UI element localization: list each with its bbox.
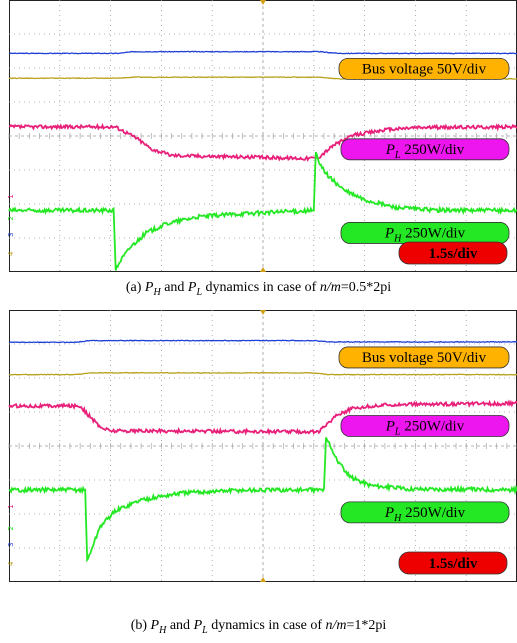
trace-label-3: PH 250W/div [384, 225, 466, 244]
caption-b-mid: and [166, 618, 194, 633]
caption-a-value: =0.5*2pi [340, 280, 392, 295]
channel-marker: 3 [7, 542, 15, 546]
oscilloscope-plot-b-svg: 1 2 3 4 Bus voltage 50V/div PL 250W/div PH 250… [7, 310, 517, 582]
oscilloscope-plot-b: 1 2 3 4 Bus voltage 50V/div PL 250W/div PH 250… [7, 310, 517, 582]
grid [8, 0, 517, 272]
trace-2 [8, 399, 517, 436]
trace-label-box-2 [340, 415, 510, 437]
trace-label-box-0 [338, 346, 510, 369]
channel-marker: 1 [7, 504, 15, 508]
trace-0 [8, 339, 517, 344]
caption-b-prefix: (b) [130, 618, 151, 633]
trace-label-2: PL 250W/div [385, 419, 465, 438]
trace-3 [8, 151, 517, 271]
channel-marker: 2 [7, 216, 15, 220]
channel-marker: 4 [7, 561, 15, 566]
trace-2 [8, 122, 517, 163]
caption-a-p2-sub: L [196, 286, 203, 298]
caption-b-p1: P [150, 618, 160, 633]
caption-a-p1: P [144, 280, 154, 295]
caption-b-p2-sub: L [202, 624, 208, 636]
channel-marker: 1 [7, 194, 15, 198]
trace-label-3: PH 250W/div [384, 505, 466, 524]
oscilloscope-plot-a: 1 2 3 4 Bus voltage 50V/div PL 250W/div PH 250… [7, 0, 517, 272]
channel-marker: 4 [7, 251, 15, 256]
channel-marker: 3 [7, 232, 15, 236]
time-per-div-badge [398, 551, 508, 575]
trace-label-0: Bus voltage 50V/div [362, 350, 487, 366]
caption-a-p1-sub: H [153, 286, 161, 298]
time-per-div-label: 1.5s/div [429, 556, 478, 572]
caption-b-var: n/m [325, 618, 347, 633]
time-per-div-badge [398, 241, 508, 265]
trigger-marker-top [260, 310, 266, 315]
caption-b: (b) PH and PL dynamics in case of n/m=1*… [0, 618, 517, 636]
trigger-marker-bottom [260, 577, 266, 582]
caption-a-var: n/m [319, 280, 341, 295]
trace-0 [8, 50, 517, 55]
trace-3 [8, 437, 517, 563]
caption-b-p2: P [193, 618, 203, 633]
channel-marker: 2 [7, 526, 15, 530]
trace-1 [8, 371, 517, 376]
caption-b-value: =1*2pi [346, 618, 387, 633]
caption-a-mid: and [160, 280, 188, 295]
trigger-marker-bottom [260, 267, 266, 272]
oscilloscope-plot-a-svg: 1 2 3 4 Bus voltage 50V/div PL 250W/div PH 250… [7, 0, 517, 272]
caption-b-p1-sub: H [159, 624, 167, 636]
trace-label-box-3 [340, 501, 510, 524]
trace-label-0: Bus voltage 50V/div [362, 61, 487, 77]
caption-a-prefix: (a) [125, 280, 145, 295]
caption-a-rest: dynamics in case of [202, 280, 320, 295]
trace-label-2: PL 250W/div [385, 142, 465, 161]
caption-a-p2: P [187, 280, 197, 295]
time-per-div-label: 1.5s/div [429, 246, 478, 262]
caption-b-rest: dynamics in case of [207, 618, 326, 633]
caption-a: (a) PH and PL dynamics in case of n/m=0.… [0, 280, 517, 298]
trace-label-box-2 [340, 138, 510, 161]
trigger-marker-top [260, 0, 266, 5]
trace-label-box-0 [338, 57, 510, 80]
